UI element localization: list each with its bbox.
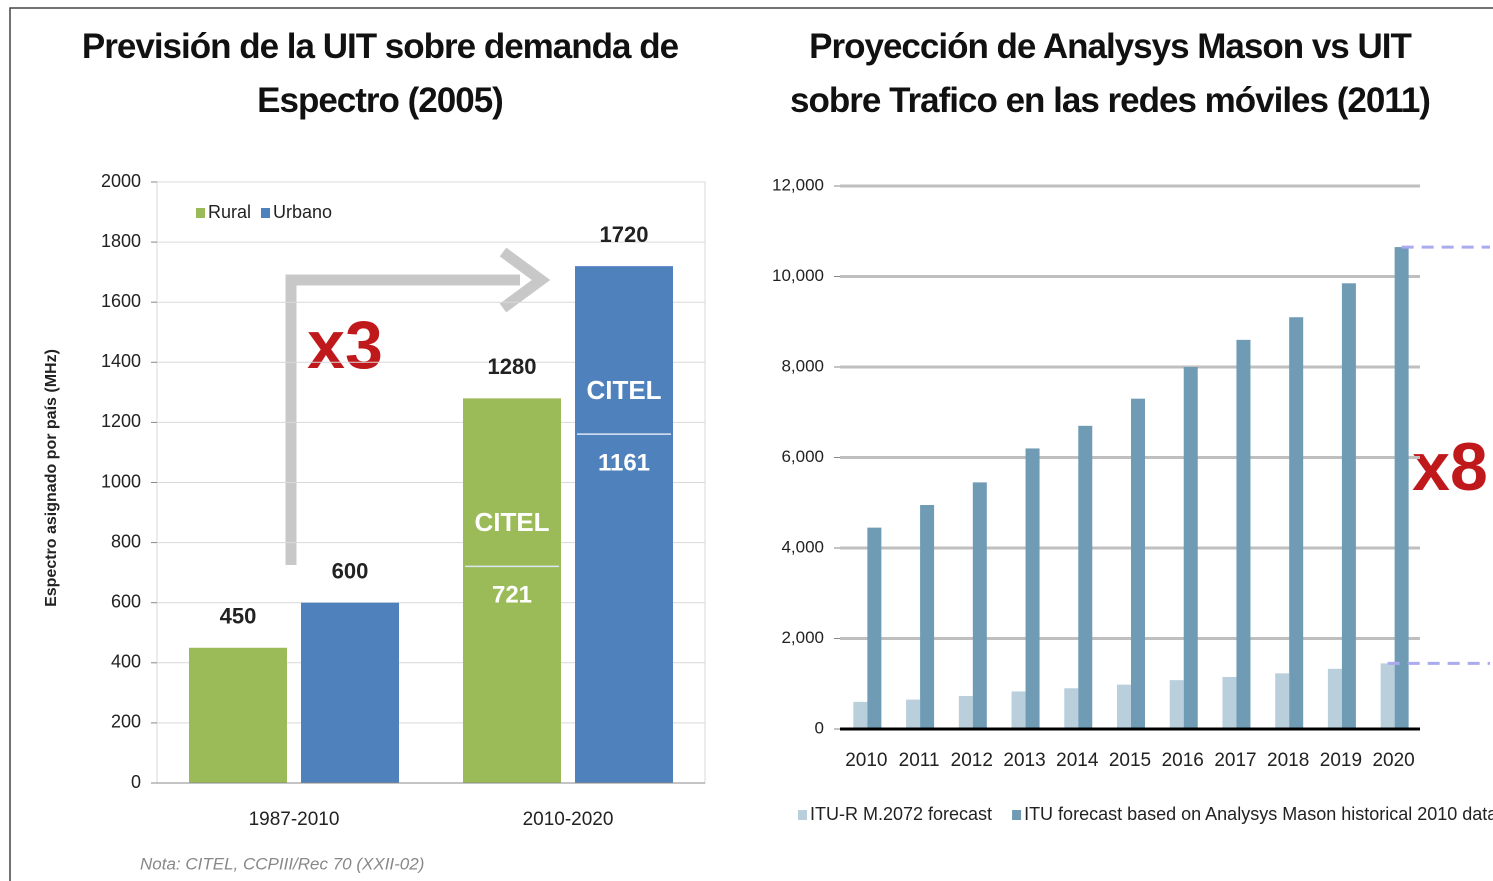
y-tick-label: 800 bbox=[111, 531, 141, 551]
x-tick-label: 2010-2020 bbox=[523, 809, 614, 830]
x-tick-label: 2010 bbox=[845, 750, 887, 771]
data-label: 1280 bbox=[488, 354, 537, 379]
bar bbox=[1183, 367, 1198, 729]
x-tick-label: 2019 bbox=[1320, 750, 1362, 771]
bar bbox=[1275, 673, 1290, 729]
bar bbox=[1327, 668, 1342, 729]
y-tick-label: 0 bbox=[815, 718, 824, 737]
legend-swatch bbox=[1012, 810, 1022, 820]
x-tick-label: 2013 bbox=[1003, 750, 1045, 771]
y-tick-label: 0 bbox=[131, 772, 141, 792]
y-tick-label: 4,000 bbox=[781, 537, 824, 556]
x-tick-label: 2014 bbox=[1056, 750, 1099, 771]
y-tick-label: 200 bbox=[111, 712, 141, 732]
legend-label: ITU forecast based on Analysys Mason his… bbox=[1024, 804, 1493, 824]
y-tick-label: 1800 bbox=[101, 231, 141, 251]
bar bbox=[463, 398, 561, 783]
arrow bbox=[285, 274, 520, 565]
bar bbox=[301, 602, 399, 783]
bar bbox=[958, 695, 973, 729]
bar bbox=[906, 699, 921, 729]
bar bbox=[1394, 247, 1409, 729]
x-tick-label: 2018 bbox=[1267, 750, 1309, 771]
y-tick-label: 1600 bbox=[101, 291, 141, 311]
annotation: x8 bbox=[1412, 429, 1488, 505]
data-label: 450 bbox=[220, 604, 257, 629]
y-tick-label: 1200 bbox=[101, 411, 141, 431]
y-axis-label: Espectro asignado por país (MHz) bbox=[43, 349, 60, 607]
legend-swatch bbox=[261, 208, 271, 218]
annotation: x3 bbox=[307, 307, 383, 383]
bar bbox=[1236, 339, 1251, 729]
arrow-head bbox=[499, 247, 551, 313]
y-tick-label: 12,000 bbox=[772, 175, 824, 194]
data-label: 600 bbox=[332, 559, 369, 584]
legend-swatch bbox=[798, 810, 807, 820]
x-tick-label: 2012 bbox=[951, 750, 993, 771]
bar bbox=[1341, 283, 1356, 729]
bar bbox=[1222, 676, 1237, 729]
x-tick-label: 2011 bbox=[899, 750, 940, 771]
y-tick-label: 600 bbox=[111, 591, 141, 611]
x-tick-label: 2020 bbox=[1372, 750, 1414, 771]
legend-label: ITU-R M.2072 forecast bbox=[810, 804, 992, 824]
bar bbox=[1380, 663, 1395, 729]
x-tick-label: 1987-2010 bbox=[249, 809, 340, 830]
bar bbox=[1078, 425, 1093, 729]
citel-value: 721 bbox=[492, 582, 532, 609]
bar bbox=[1025, 448, 1040, 729]
frame bbox=[9, 7, 1493, 881]
y-tick-label: 10,000 bbox=[772, 266, 824, 285]
y-tick-label: 8,000 bbox=[781, 356, 824, 375]
legend-label: Urbano bbox=[273, 202, 332, 222]
bar bbox=[853, 701, 868, 729]
chart-title: Previsión de la UIT sobre demanda de Esp… bbox=[81, 27, 679, 120]
citel-label: CITEL bbox=[474, 507, 549, 537]
bar bbox=[1011, 691, 1026, 729]
citel-value: 1161 bbox=[598, 449, 650, 476]
legend-label: Rural bbox=[208, 202, 251, 222]
bar bbox=[972, 482, 987, 729]
legend-swatch bbox=[196, 208, 205, 218]
y-tick-label: 2,000 bbox=[781, 628, 824, 647]
bar bbox=[1064, 688, 1079, 729]
citel-label: CITEL bbox=[586, 375, 661, 405]
bar bbox=[1117, 684, 1131, 729]
note: Nota: CITEL, CCPIII/Rec 70 (XXII-02) bbox=[140, 854, 424, 873]
y-tick-label: 6,000 bbox=[781, 447, 824, 466]
y-tick-label: 1000 bbox=[101, 471, 141, 491]
bar bbox=[575, 266, 673, 783]
x-tick-label: 2015 bbox=[1109, 750, 1151, 771]
x-tick-label: 2017 bbox=[1214, 750, 1256, 771]
chart-title: Proyección de Analysys Mason vs UIT sobr… bbox=[790, 27, 1431, 120]
bar bbox=[920, 505, 935, 729]
bar bbox=[1131, 398, 1145, 729]
y-tick-label: 400 bbox=[111, 652, 141, 672]
data-label: 1720 bbox=[600, 222, 649, 247]
y-tick-label: 2000 bbox=[101, 171, 141, 191]
bar bbox=[1289, 317, 1304, 729]
y-tick-label: 1400 bbox=[101, 351, 141, 371]
x-tick-label: 2016 bbox=[1162, 750, 1204, 771]
bar bbox=[189, 647, 287, 783]
bar bbox=[867, 527, 882, 729]
bar bbox=[1169, 680, 1184, 729]
